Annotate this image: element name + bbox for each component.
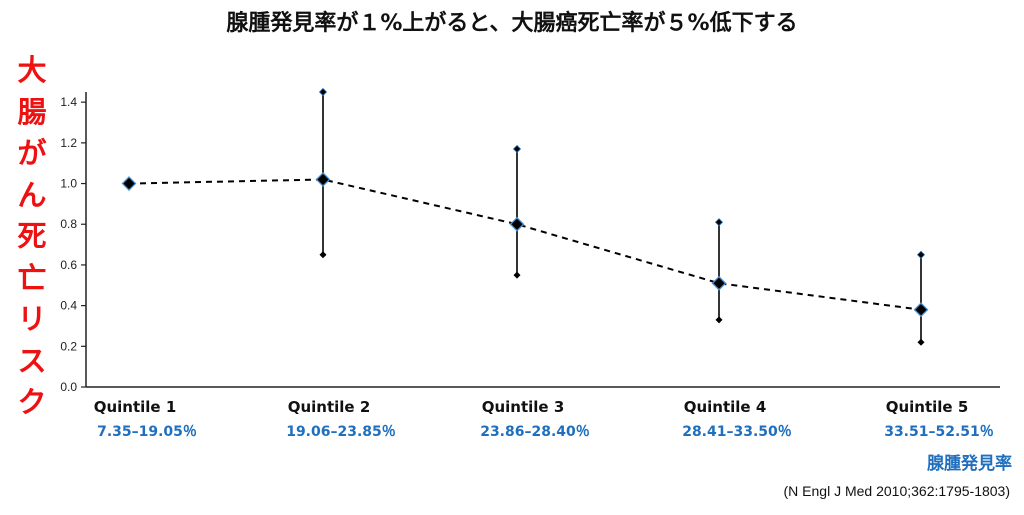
data-point xyxy=(711,275,727,291)
y-axis-label-char: が xyxy=(17,136,47,170)
x-category-label: Quintile 4 xyxy=(684,398,767,416)
x-range-label: 19.06–23.85％ xyxy=(286,424,396,440)
y-tick-label: 0.4 xyxy=(60,299,77,313)
ci-upper-marker xyxy=(512,144,522,154)
x-range-label: 7.35–19.05％ xyxy=(97,424,197,440)
ci-upper-marker xyxy=(916,250,926,259)
y-tick-label: 0.2 xyxy=(60,339,77,353)
data-point xyxy=(315,172,331,187)
ci-lower-marker xyxy=(513,271,521,279)
x-range-label: 28.41–33.50％ xyxy=(682,424,792,440)
y-axis-label-char: 大 xyxy=(17,53,47,87)
y-axis-label-char: ク xyxy=(17,385,47,419)
confidence-interval-group xyxy=(318,87,926,346)
y-axis-label-char: ん xyxy=(17,177,47,212)
data-point xyxy=(913,302,929,318)
y-tick-label: 1.4 xyxy=(60,95,77,109)
page-title: 腺腫発見率が１%上がると、大腸癌死亡率が５%低下する xyxy=(226,11,798,36)
y-axis-label-char: 死 xyxy=(17,219,47,253)
source-citation: (N Engl J Med 2010;362:1795-1803) xyxy=(783,483,1010,499)
chart-axes xyxy=(85,92,1000,388)
y-tick-label: 0.8 xyxy=(60,217,77,231)
y-axis-label-char: 腸 xyxy=(17,94,47,129)
y-tick-label: 1.2 xyxy=(60,136,77,150)
y-tick-label: 1.0 xyxy=(60,177,77,191)
x-axis-label: 腺腫発見率 xyxy=(927,454,1012,474)
x-category-label: Quintile 5 xyxy=(886,398,969,416)
y-axis-label: 大腸がん死亡リスク xyxy=(12,50,52,424)
y-tick-label: 0.0 xyxy=(60,380,77,394)
x-category-label: Quintile 1 xyxy=(94,398,177,416)
y-axis-label-char: リ xyxy=(17,302,47,336)
data-point xyxy=(509,216,525,232)
data-point-group xyxy=(121,172,929,318)
y-axis-label-char: 亡 xyxy=(17,260,47,295)
ci-upper-marker xyxy=(714,218,724,227)
ci-lower-marker xyxy=(917,338,925,346)
ci-lower-marker xyxy=(715,316,723,324)
y-tick-label: 0.6 xyxy=(60,258,77,272)
x-range-label: 23.86–28.40％ xyxy=(480,424,590,440)
ci-lower-marker xyxy=(319,251,327,259)
y-tick-group: 0.0 0.2 0.4 0.6 0.8 1.0 1.2 1.4 xyxy=(60,95,86,394)
ci-upper-marker xyxy=(318,87,328,97)
x-range-label: 33.51–52.51％ xyxy=(884,424,994,440)
y-axis-label-char: ス xyxy=(17,343,47,378)
x-category-label: Quintile 2 xyxy=(288,398,371,416)
data-point xyxy=(121,176,137,191)
x-category-label: Quintile 3 xyxy=(482,398,565,416)
trend-line xyxy=(128,178,922,311)
x-category-group: Quintile 1 7.35–19.05％ Quintile 2 19.06–23.… xyxy=(94,398,994,440)
